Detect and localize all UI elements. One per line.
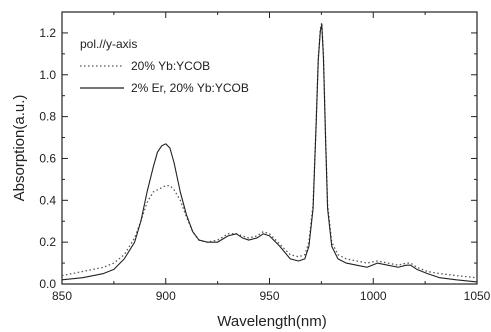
series-line-1 xyxy=(61,21,478,279)
x-tick-label: 950 xyxy=(259,289,279,303)
tick-layer: 850 900 950 1000 1050 0.0 0.2 0.4 0.6 0.8 1.0 1.2 xyxy=(39,11,491,303)
y-tick-label: 0.4 xyxy=(39,193,56,207)
x-tick-label: 1050 xyxy=(464,289,491,303)
x-tick-label: 900 xyxy=(156,289,176,303)
y-tick-label: 0.2 xyxy=(39,235,56,249)
plot-frame xyxy=(61,11,478,285)
x-tick-label: 1000 xyxy=(360,289,387,303)
y-tick-label: 1.0 xyxy=(39,68,56,82)
y-axis-label: Absorption(a.u.) xyxy=(11,95,28,202)
legend-label-series-2: 2% Er, 20% Yb:YCOB xyxy=(131,81,249,95)
series-line-2 xyxy=(61,23,478,283)
legend-label-series-1: 20% Yb:YCOB xyxy=(131,59,210,73)
y-tick-label: 0.8 xyxy=(39,110,56,124)
y-tick-label: 0.6 xyxy=(39,151,56,165)
y-tick-label: 0.0 xyxy=(39,277,56,291)
y-tick-label: 1.2 xyxy=(39,26,56,40)
x-axis-label: Wavelength(nm) xyxy=(217,313,326,330)
series-layer xyxy=(61,21,478,283)
legend: pol.//y-axis 20% Yb:YCOB 2% Er, 20% Yb:Y… xyxy=(80,37,249,95)
x-tick-label: 850 xyxy=(52,289,72,303)
legend-header: pol.//y-axis xyxy=(80,37,137,51)
